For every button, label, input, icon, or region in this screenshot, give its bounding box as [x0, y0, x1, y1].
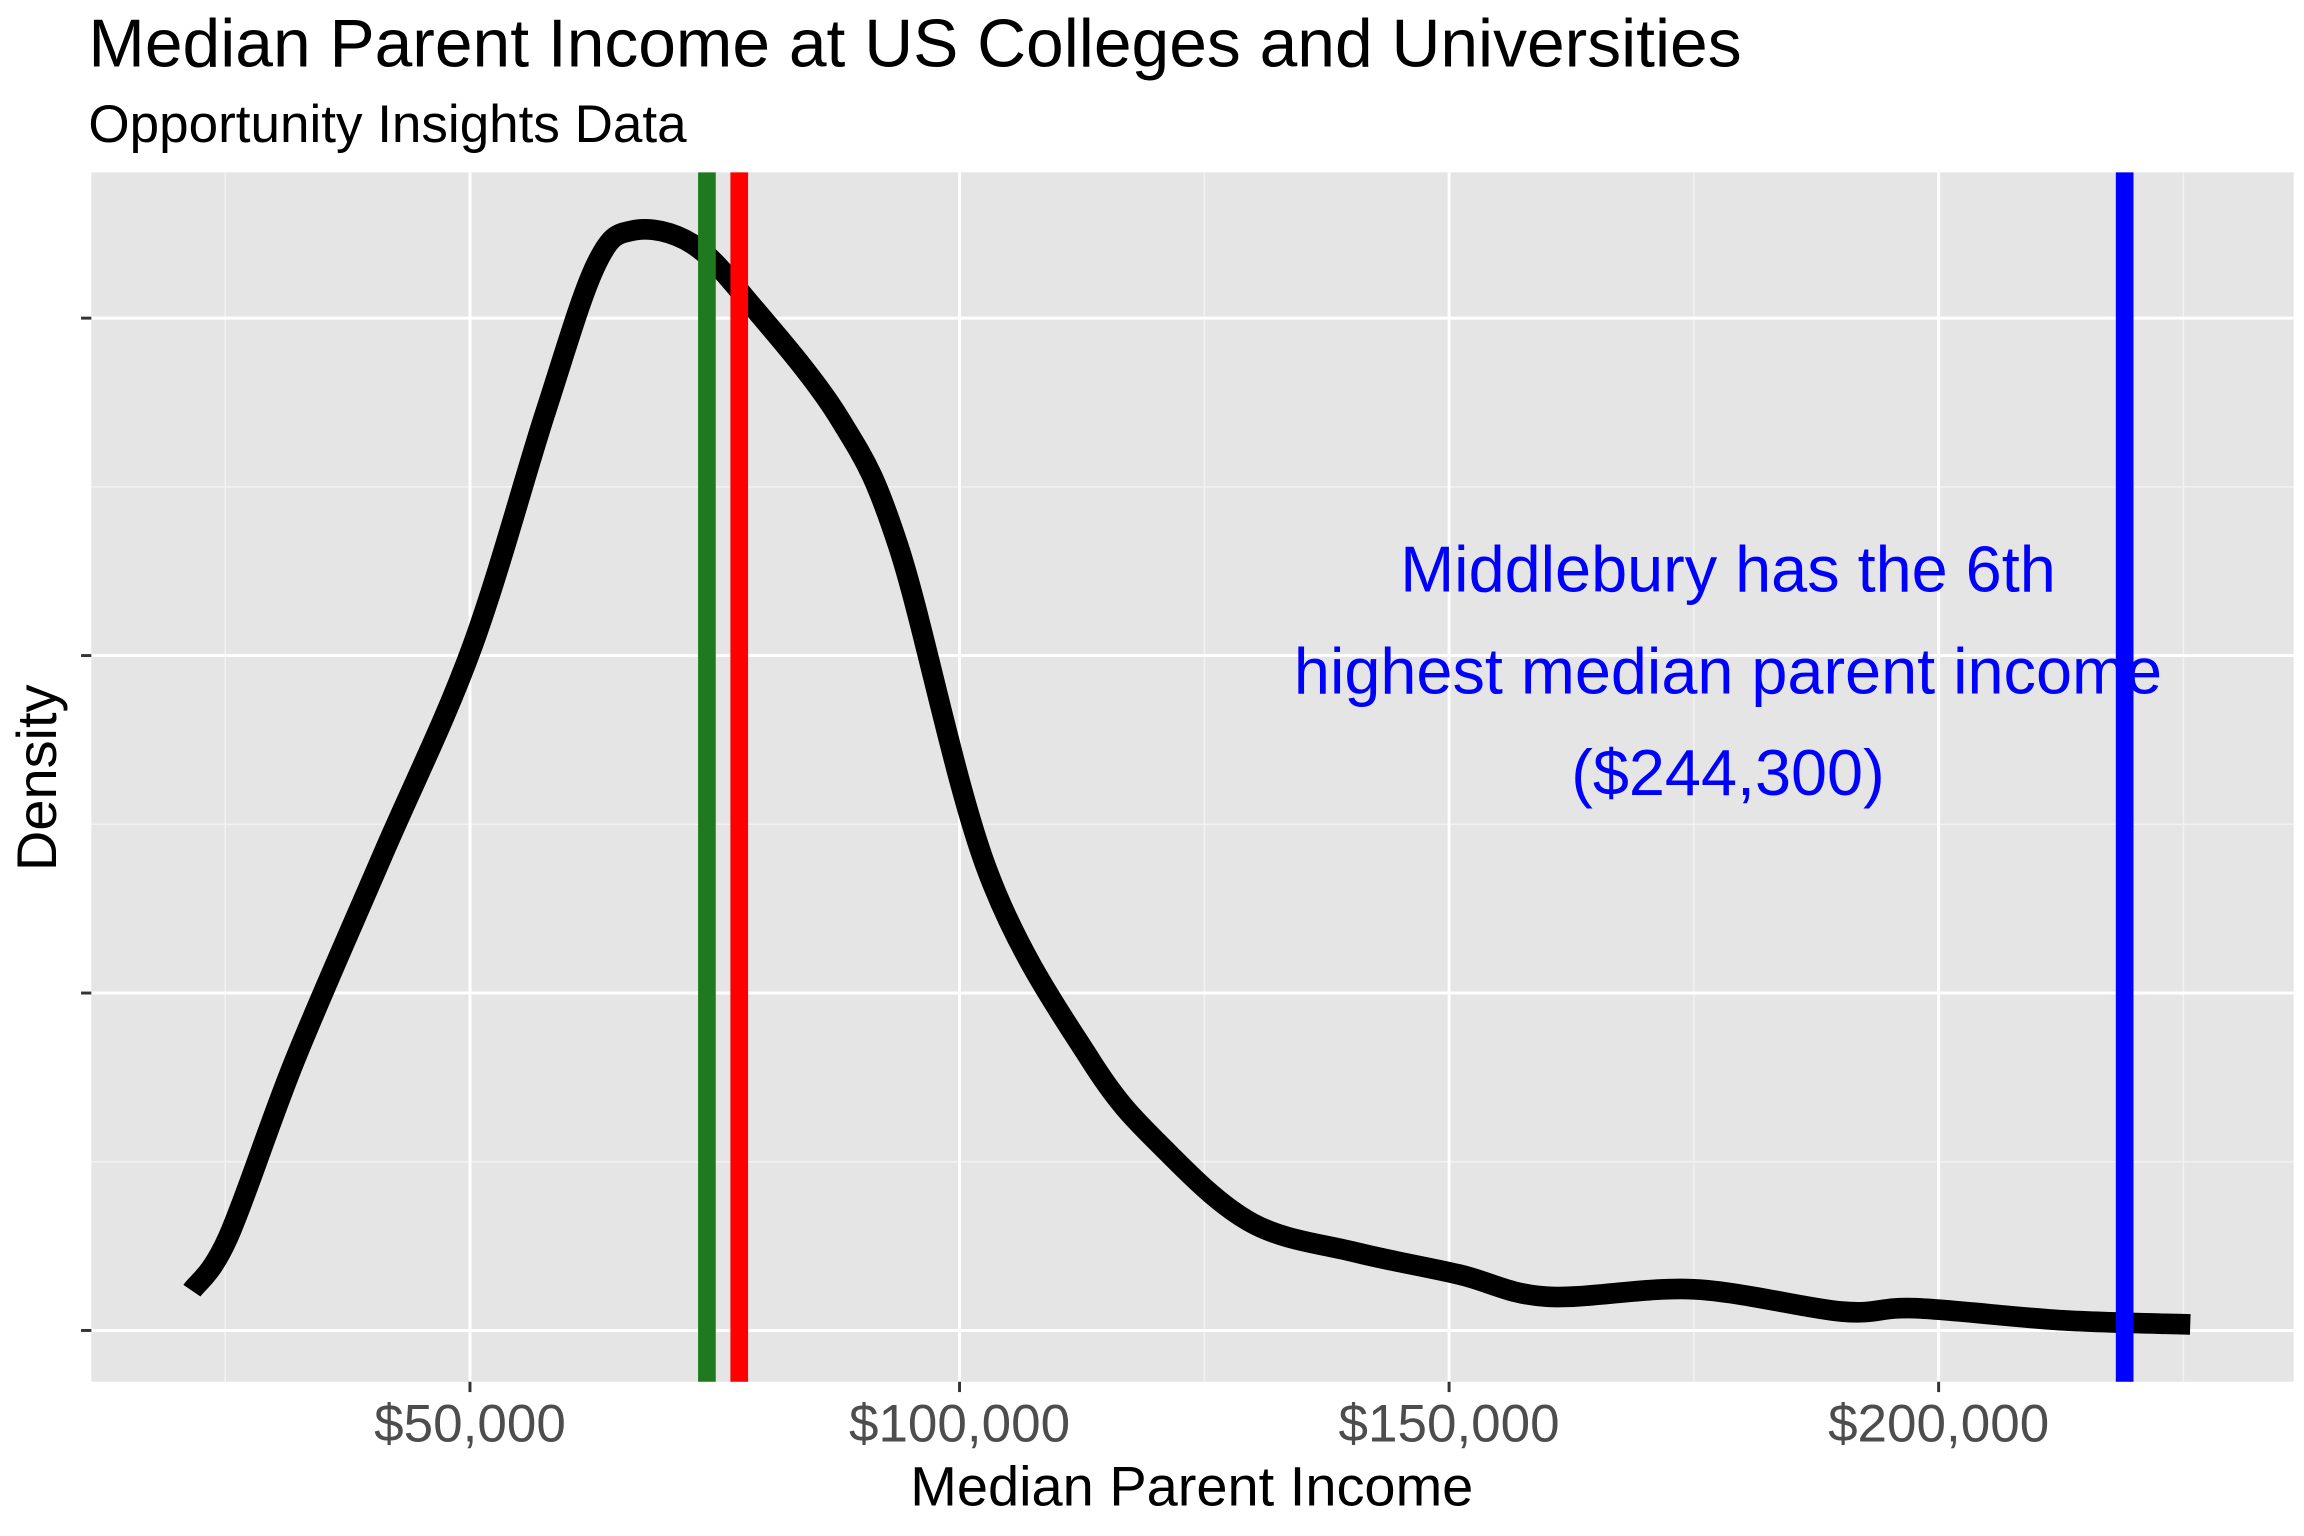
x-tick-label: $100,000: [849, 1394, 1070, 1453]
x-tick-label: $50,000: [374, 1394, 566, 1453]
chart-title: Median Parent Income at US Colleges and …: [88, 7, 1741, 82]
y-axis-title: Density: [5, 684, 68, 871]
x-axis-title: Median Parent Income: [910, 1455, 1473, 1518]
annotation: highest median parent income: [1294, 634, 2162, 707]
chart-subtitle: Opportunity Insights Data: [88, 95, 687, 154]
density-line: [183, 219, 2191, 1335]
x-tick-label: $150,000: [1339, 1394, 1560, 1453]
annotation: ($244,300): [1571, 736, 1884, 809]
x-tick-label: $200,000: [1828, 1394, 2049, 1453]
annotation: Middlebury has the 6th: [1400, 533, 2056, 606]
